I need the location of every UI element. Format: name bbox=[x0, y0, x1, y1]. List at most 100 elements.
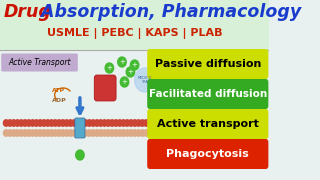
Circle shape bbox=[170, 130, 175, 136]
Circle shape bbox=[113, 120, 119, 126]
Circle shape bbox=[94, 130, 100, 136]
Circle shape bbox=[121, 130, 126, 136]
Circle shape bbox=[60, 130, 66, 136]
FancyBboxPatch shape bbox=[147, 109, 268, 139]
Circle shape bbox=[34, 130, 39, 136]
Circle shape bbox=[193, 130, 198, 136]
Circle shape bbox=[87, 120, 92, 126]
Circle shape bbox=[155, 120, 160, 126]
Circle shape bbox=[37, 120, 43, 126]
Text: Active transport: Active transport bbox=[157, 119, 259, 129]
Circle shape bbox=[34, 120, 39, 126]
Circle shape bbox=[126, 67, 135, 77]
Circle shape bbox=[98, 120, 103, 126]
FancyBboxPatch shape bbox=[0, 50, 269, 180]
Circle shape bbox=[109, 130, 115, 136]
Circle shape bbox=[79, 130, 84, 136]
Circle shape bbox=[68, 130, 73, 136]
Text: ATP: ATP bbox=[52, 87, 65, 93]
Circle shape bbox=[193, 120, 198, 126]
Circle shape bbox=[76, 150, 84, 160]
Text: Facilitated diffusion: Facilitated diffusion bbox=[149, 89, 267, 99]
Circle shape bbox=[106, 130, 111, 136]
FancyArrowPatch shape bbox=[77, 98, 83, 113]
Circle shape bbox=[124, 120, 130, 126]
Circle shape bbox=[22, 130, 28, 136]
Circle shape bbox=[72, 120, 77, 126]
Circle shape bbox=[200, 120, 206, 126]
FancyBboxPatch shape bbox=[147, 79, 268, 109]
Circle shape bbox=[91, 120, 96, 126]
Circle shape bbox=[124, 130, 130, 136]
Circle shape bbox=[120, 77, 129, 87]
Text: +: + bbox=[127, 69, 133, 75]
Circle shape bbox=[91, 130, 96, 136]
Circle shape bbox=[178, 120, 183, 126]
Circle shape bbox=[22, 120, 28, 126]
Text: Drug: Drug bbox=[4, 3, 51, 21]
Circle shape bbox=[49, 130, 54, 136]
Circle shape bbox=[147, 130, 153, 136]
Circle shape bbox=[212, 130, 217, 136]
Circle shape bbox=[143, 130, 149, 136]
Circle shape bbox=[94, 120, 100, 126]
Circle shape bbox=[189, 130, 194, 136]
Circle shape bbox=[52, 130, 58, 136]
Circle shape bbox=[87, 130, 92, 136]
Circle shape bbox=[75, 130, 81, 136]
Circle shape bbox=[181, 120, 187, 126]
Circle shape bbox=[189, 120, 194, 126]
Circle shape bbox=[208, 120, 213, 126]
Circle shape bbox=[185, 130, 190, 136]
Circle shape bbox=[105, 63, 114, 73]
Circle shape bbox=[163, 130, 168, 136]
Circle shape bbox=[174, 130, 179, 136]
FancyBboxPatch shape bbox=[1, 53, 78, 71]
FancyBboxPatch shape bbox=[94, 75, 116, 101]
Circle shape bbox=[45, 120, 51, 126]
Circle shape bbox=[215, 120, 221, 126]
Text: Passive diffusion: Passive diffusion bbox=[155, 59, 261, 69]
Circle shape bbox=[19, 120, 24, 126]
Circle shape bbox=[200, 130, 206, 136]
Circle shape bbox=[128, 130, 134, 136]
Circle shape bbox=[132, 120, 138, 126]
Circle shape bbox=[208, 130, 213, 136]
Circle shape bbox=[117, 120, 122, 126]
Circle shape bbox=[102, 120, 107, 126]
Circle shape bbox=[83, 120, 88, 126]
Circle shape bbox=[163, 120, 168, 126]
Circle shape bbox=[52, 120, 58, 126]
Circle shape bbox=[83, 130, 88, 136]
Circle shape bbox=[185, 120, 190, 126]
FancyBboxPatch shape bbox=[147, 139, 268, 169]
Circle shape bbox=[166, 120, 172, 126]
Circle shape bbox=[181, 130, 187, 136]
Circle shape bbox=[151, 120, 156, 126]
Circle shape bbox=[26, 130, 31, 136]
Circle shape bbox=[132, 130, 138, 136]
Text: +: + bbox=[122, 79, 127, 85]
Circle shape bbox=[64, 120, 69, 126]
Circle shape bbox=[212, 120, 217, 126]
Circle shape bbox=[75, 120, 81, 126]
Circle shape bbox=[56, 130, 62, 136]
Circle shape bbox=[4, 120, 9, 126]
Circle shape bbox=[79, 120, 84, 126]
Circle shape bbox=[49, 120, 54, 126]
FancyBboxPatch shape bbox=[147, 49, 268, 79]
Circle shape bbox=[56, 120, 62, 126]
Text: ADP: ADP bbox=[52, 98, 67, 102]
Circle shape bbox=[151, 130, 156, 136]
Circle shape bbox=[159, 120, 164, 126]
Text: +: + bbox=[107, 65, 112, 71]
Circle shape bbox=[219, 130, 225, 136]
FancyBboxPatch shape bbox=[0, 0, 269, 50]
Circle shape bbox=[178, 130, 183, 136]
Circle shape bbox=[130, 60, 139, 70]
Circle shape bbox=[223, 120, 228, 126]
Text: +: + bbox=[132, 62, 138, 68]
Circle shape bbox=[174, 120, 179, 126]
FancyBboxPatch shape bbox=[75, 118, 85, 138]
Circle shape bbox=[7, 120, 12, 126]
